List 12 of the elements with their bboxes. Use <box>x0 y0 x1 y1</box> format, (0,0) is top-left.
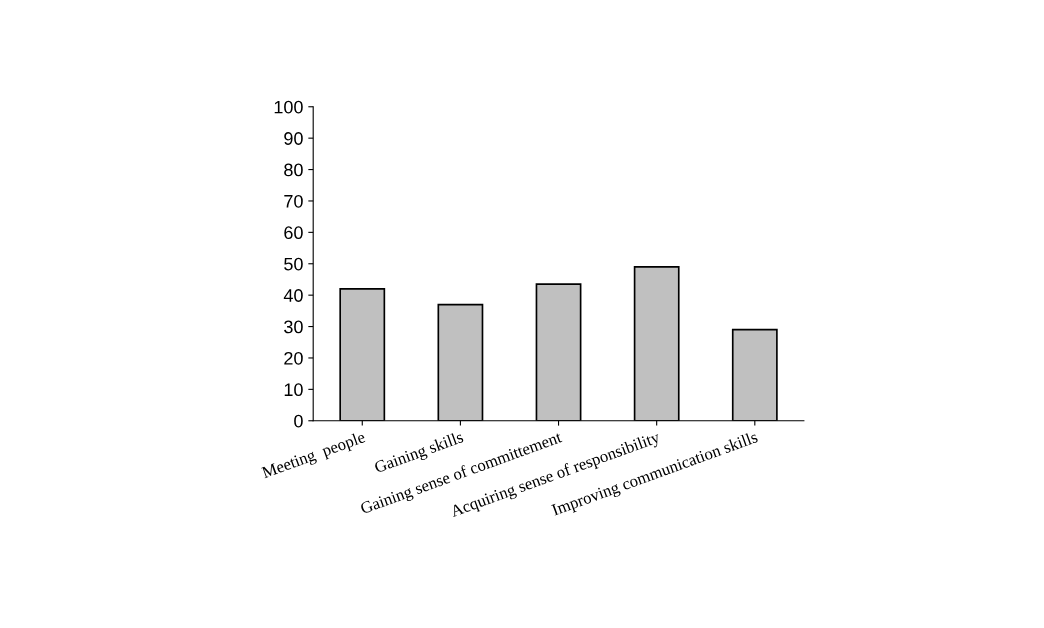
y-tick-label: 30 <box>284 320 303 334</box>
y-tick-label: 90 <box>284 132 303 145</box>
y-tick-label: 20 <box>284 351 303 365</box>
y-tick-label: 0 <box>294 414 303 428</box>
x-tick-label: Meeting people <box>260 430 367 482</box>
y-tick-label: 10 <box>284 383 303 397</box>
y-tick-label: 80 <box>284 163 303 177</box>
y-tick-label: 60 <box>284 226 303 240</box>
y-tick-label: 100 <box>274 100 303 114</box>
y-tick-label: 40 <box>283 289 303 302</box>
y-tick-label: 70 <box>284 194 303 208</box>
y-tick-label: 50 <box>284 257 303 271</box>
